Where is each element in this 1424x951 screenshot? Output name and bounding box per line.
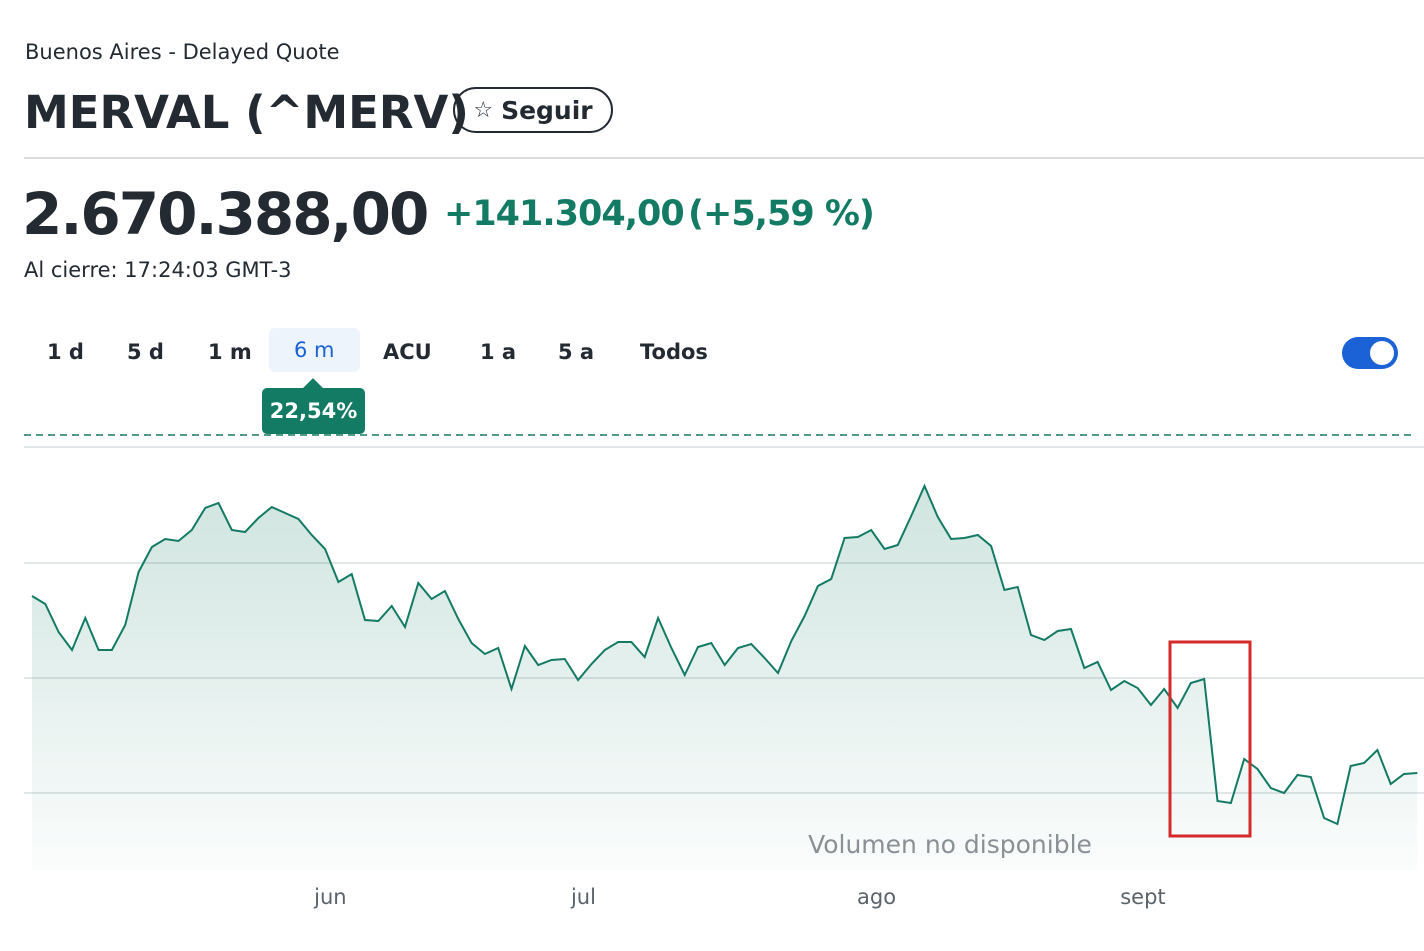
volume-note: Volumen no disponible xyxy=(808,830,1092,859)
toggle-knob xyxy=(1370,341,1394,365)
price: 2.670.388,00 xyxy=(22,180,429,248)
title: MERVAL (^MERV) xyxy=(24,86,469,139)
range-tab[interactable]: 1 m xyxy=(208,340,252,364)
exchange: Buenos Aires - Delayed Quote xyxy=(25,40,340,64)
price-line xyxy=(31,483,1418,826)
market-time: Al cierre: 17:24:03 GMT-3 xyxy=(24,258,292,282)
follow-label: Seguir xyxy=(501,95,593,125)
x-tick-label: sept xyxy=(1120,885,1165,909)
area xyxy=(32,486,1418,870)
divider xyxy=(24,157,1424,159)
range-tab[interactable]: 1 d xyxy=(47,340,84,364)
range-tab[interactable]: 1 a xyxy=(480,340,517,364)
x-tick-label: jul xyxy=(570,885,596,909)
follow-button[interactable]: ☆ Seguir xyxy=(453,87,613,133)
range-tab[interactable]: 5 a xyxy=(558,340,595,364)
change: +141.304,00 xyxy=(444,194,685,234)
range-tab[interactable]: Todos xyxy=(640,340,708,364)
highlight-box xyxy=(1168,640,1252,838)
range-tab[interactable]: 6 m xyxy=(269,328,360,372)
toggle[interactable] xyxy=(1342,337,1398,369)
x-tick-label: jun xyxy=(313,885,346,909)
x-tick-label: ago xyxy=(857,885,896,909)
range-tab[interactable]: ACU xyxy=(383,340,432,364)
range-tab[interactable]: 5 d xyxy=(127,340,164,364)
return-badge: 22,54% xyxy=(262,388,365,434)
star-icon: ☆ xyxy=(473,97,494,123)
change-percent: (+5,59 %) xyxy=(688,194,875,234)
